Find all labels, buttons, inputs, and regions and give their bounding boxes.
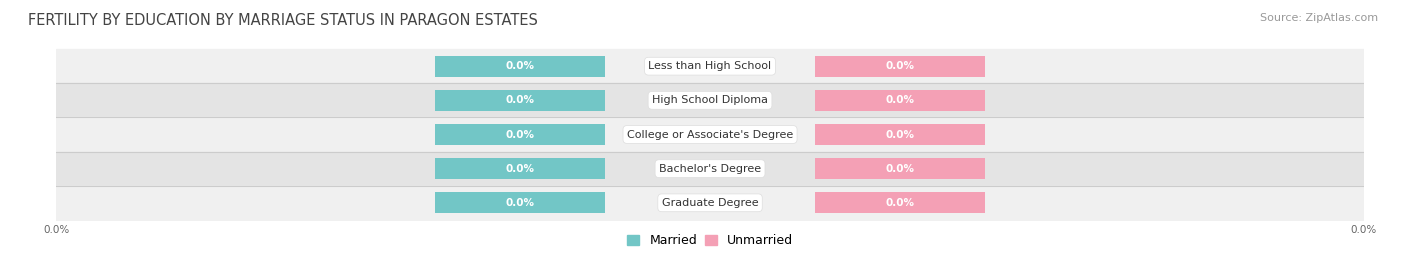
Text: 0.0%: 0.0% — [506, 61, 534, 71]
Bar — [56, 83, 1364, 118]
Text: 0.0%: 0.0% — [506, 95, 534, 105]
Text: 0.0%: 0.0% — [506, 164, 534, 174]
Bar — [814, 192, 984, 213]
Text: 0.0%: 0.0% — [506, 198, 534, 208]
Text: Bachelor's Degree: Bachelor's Degree — [659, 164, 761, 174]
Text: FERTILITY BY EDUCATION BY MARRIAGE STATUS IN PARAGON ESTATES: FERTILITY BY EDUCATION BY MARRIAGE STATU… — [28, 13, 538, 29]
Bar — [56, 118, 1364, 151]
Bar — [56, 186, 1364, 220]
Bar — [436, 158, 606, 179]
Bar — [814, 124, 984, 145]
Bar — [814, 90, 984, 111]
Bar — [436, 124, 606, 145]
Bar — [56, 49, 1364, 83]
Text: 0.0%: 0.0% — [886, 61, 914, 71]
Text: 0.0%: 0.0% — [886, 95, 914, 105]
Bar — [814, 158, 984, 179]
Text: Source: ZipAtlas.com: Source: ZipAtlas.com — [1260, 13, 1378, 23]
Bar — [56, 151, 1364, 186]
Text: 0.0%: 0.0% — [886, 164, 914, 174]
Text: Less than High School: Less than High School — [648, 61, 772, 71]
Bar — [436, 56, 606, 77]
Text: 0.0%: 0.0% — [886, 198, 914, 208]
Bar — [436, 90, 606, 111]
Legend: Married, Unmarried: Married, Unmarried — [621, 229, 799, 252]
Text: Graduate Degree: Graduate Degree — [662, 198, 758, 208]
Text: 0.0%: 0.0% — [506, 129, 534, 140]
Text: High School Diploma: High School Diploma — [652, 95, 768, 105]
Bar — [814, 56, 984, 77]
Text: College or Associate's Degree: College or Associate's Degree — [627, 129, 793, 140]
Bar — [436, 192, 606, 213]
Text: 0.0%: 0.0% — [886, 129, 914, 140]
